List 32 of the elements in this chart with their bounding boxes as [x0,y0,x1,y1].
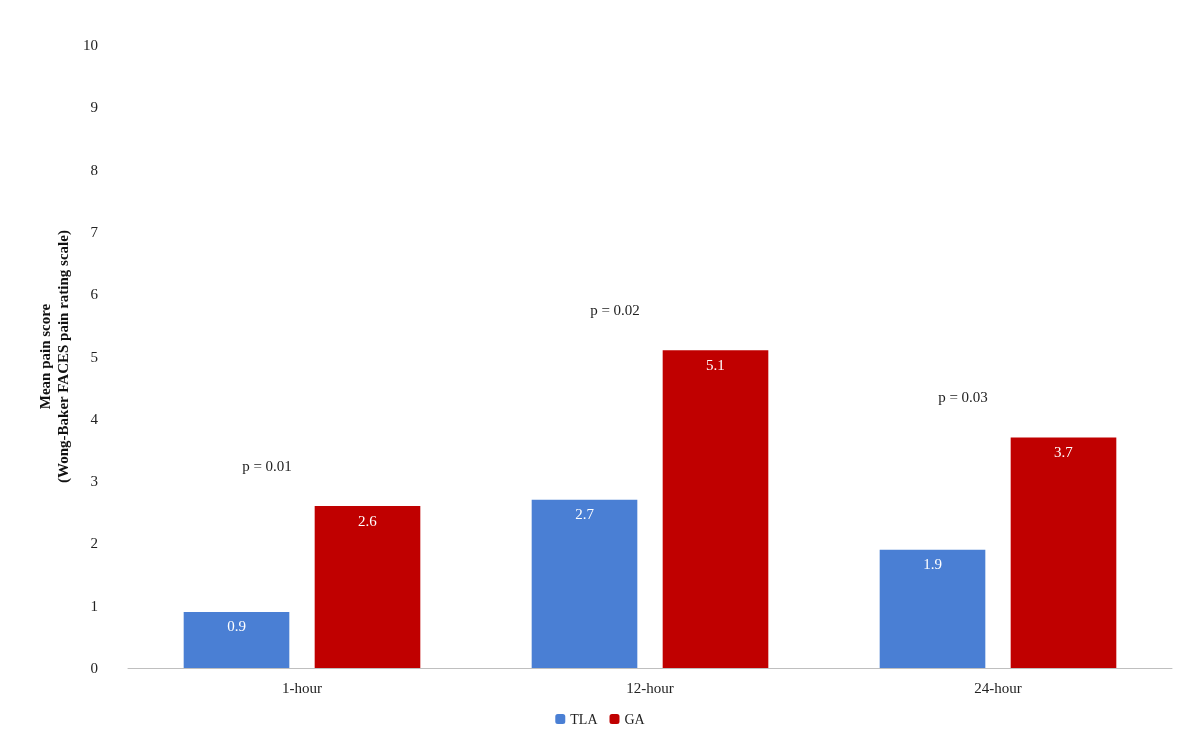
y-tick-label: 0 [90,660,98,676]
y-tick-label: 5 [90,348,98,365]
data-label: 2.6 [358,512,378,529]
data-label: 5.1 [706,356,725,373]
y-tick-label: 8 [90,161,98,178]
y-tick-label: 6 [90,286,99,303]
bar [531,499,638,668]
data-label: 2.7 [575,506,595,523]
y-tick-label: 10 [83,37,98,53]
data-label: 1.9 [923,556,942,573]
bar [662,350,769,668]
y-axis-title: Mean pain score (Wong-Baker FACES pain rating scale) [37,230,73,483]
data-label: 3.7 [1054,443,1074,460]
x-tick-label: 24-hour [974,679,1022,696]
y-tick-label: 4 [90,410,99,427]
y-tick-label: 7 [90,223,99,240]
y-tick-label: 9 [90,99,98,116]
x-tick-label: 12-hour [626,679,674,696]
annotation: p = 0.03 [938,389,988,406]
bar [1010,437,1117,668]
y-tick-label: 3 [90,473,98,490]
annotation: p = 0.01 [242,458,292,475]
bar [183,611,290,668]
data-label: 0.9 [227,618,246,635]
bar [879,549,986,668]
y-tick-label: 2 [90,535,98,552]
bar [314,506,421,668]
legend-label: GA [624,711,646,727]
legend-label: TLA [570,711,599,727]
annotation: p = 0.02 [590,302,640,319]
y-tick-label: 1 [90,597,98,614]
x-tick-label: 1-hour [282,679,322,696]
